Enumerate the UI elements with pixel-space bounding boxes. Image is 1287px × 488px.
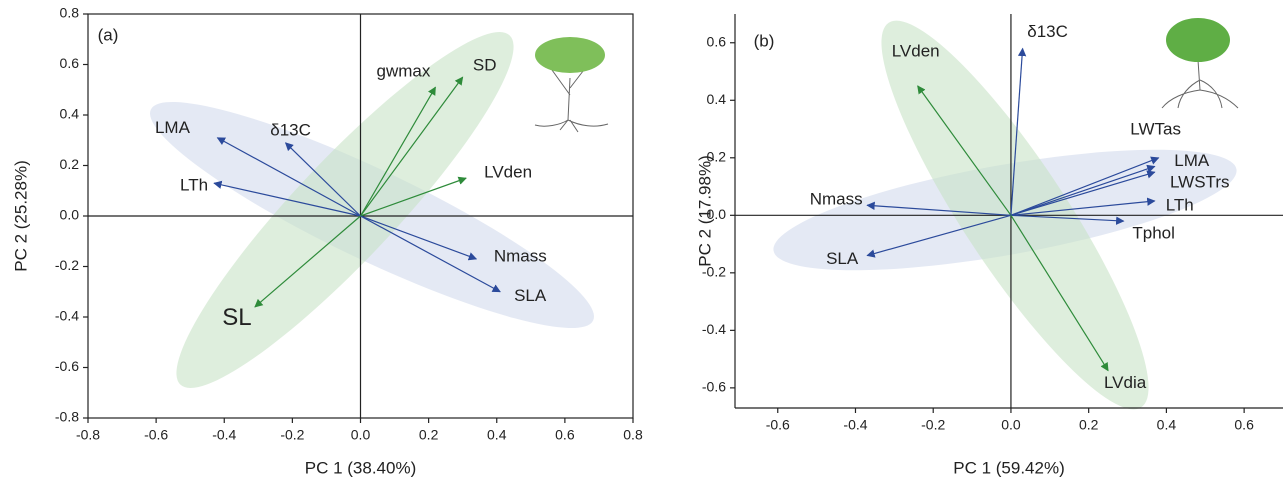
loading-arrow bbox=[866, 214, 1012, 258]
loading-label: LWTas bbox=[1130, 119, 1181, 138]
x-tick-label: 0.0 bbox=[1001, 417, 1021, 433]
y-tick-label: 0.0 bbox=[60, 207, 80, 223]
loading-label: Nmass bbox=[810, 190, 863, 209]
loading-arrow bbox=[1010, 214, 1125, 225]
y-tick-label: 0.0 bbox=[707, 206, 727, 222]
loading-arrow bbox=[1010, 164, 1156, 216]
loading-arrow bbox=[1010, 156, 1160, 216]
x-tick-label: -0.8 bbox=[76, 427, 100, 443]
y-tick-label: 0.4 bbox=[60, 106, 80, 122]
loading-arrow bbox=[1010, 197, 1156, 216]
y-axis-label: PC 2 (17.98%) bbox=[695, 155, 714, 267]
y-tick-label: 0.6 bbox=[60, 55, 80, 71]
loading-arrow bbox=[360, 176, 467, 217]
y-tick-label: -0.6 bbox=[55, 358, 79, 374]
loading-label: LMA bbox=[1174, 151, 1210, 170]
loading-label: LWSTrs bbox=[1170, 173, 1230, 192]
loading-label: SL bbox=[222, 304, 251, 331]
x-tick-label: 0.6 bbox=[1234, 417, 1254, 433]
loading-arrow bbox=[917, 85, 1012, 216]
loading-arrow bbox=[216, 137, 361, 217]
loading-label: LTh bbox=[180, 176, 208, 195]
loading-arrow bbox=[284, 142, 361, 217]
x-axis-label: PC 1 (59.42%) bbox=[953, 458, 1065, 477]
loading-label: Tphol bbox=[1132, 224, 1175, 243]
loading-arrow bbox=[1010, 47, 1027, 216]
x-tick-label: 0.4 bbox=[487, 427, 507, 443]
loading-arrow bbox=[359, 86, 436, 217]
x-tick-label: -0.6 bbox=[766, 417, 790, 433]
loading-label: SD bbox=[473, 56, 497, 75]
x-tick-label: 0.2 bbox=[419, 427, 439, 443]
loading-label: SLA bbox=[514, 286, 547, 305]
loading-label: δ13C bbox=[270, 120, 311, 139]
y-tick-label: -0.4 bbox=[702, 321, 726, 337]
x-tick-label: 0.4 bbox=[1157, 417, 1177, 433]
tree-icon bbox=[534, 37, 609, 133]
y-tick-label: 0.6 bbox=[707, 33, 727, 49]
x-tick-label: 0.0 bbox=[351, 427, 371, 443]
y-tick-label: -0.4 bbox=[55, 308, 79, 324]
y-tick-label: 0.2 bbox=[707, 148, 727, 164]
x-axis-label: PC 1 (38.40%) bbox=[305, 458, 417, 477]
x-tick-label: -0.6 bbox=[144, 427, 168, 443]
loading-arrow bbox=[1010, 214, 1109, 372]
panel-label: (a) bbox=[98, 25, 119, 44]
loading-arrow bbox=[360, 215, 501, 293]
loading-label: gwmax bbox=[377, 62, 431, 81]
loading-label: Nmass bbox=[494, 246, 547, 265]
loading-label: SLA bbox=[826, 249, 859, 268]
ellipses bbox=[150, 20, 1237, 410]
y-tick-label: 0.2 bbox=[60, 156, 80, 172]
loading-arrow bbox=[360, 215, 478, 261]
loading-arrow bbox=[213, 180, 361, 217]
y-tick-label: -0.6 bbox=[702, 379, 726, 395]
loading-arrow bbox=[1010, 170, 1156, 216]
x-tick-label: -0.4 bbox=[843, 417, 867, 433]
y-tick-label: -0.2 bbox=[702, 264, 726, 280]
loading-arrow bbox=[360, 76, 464, 217]
x-tick-label: 0.8 bbox=[623, 427, 643, 443]
x-tick-label: -0.2 bbox=[280, 427, 304, 443]
loading-label: LTh bbox=[1166, 195, 1194, 214]
loading-label: δ13C bbox=[1027, 22, 1068, 41]
x-tick-label: -0.2 bbox=[921, 417, 945, 433]
y-tick-label: 0.4 bbox=[707, 91, 727, 107]
y-axis-label: PC 2 (25.28%) bbox=[11, 160, 30, 272]
y-tick-label: -0.8 bbox=[55, 409, 79, 425]
x-tick-label: 0.2 bbox=[1079, 417, 1099, 433]
x-tick-label: -0.4 bbox=[212, 427, 236, 443]
tree-icon bbox=[1161, 18, 1239, 109]
loading-label: LVdia bbox=[1104, 373, 1147, 392]
loading-label: LVden bbox=[892, 41, 940, 60]
loading-arrow bbox=[866, 201, 1011, 216]
loading-label: LMA bbox=[155, 118, 191, 137]
x-tick-label: 0.6 bbox=[555, 427, 575, 443]
y-tick-label: 0.8 bbox=[60, 5, 80, 21]
loading-arrow bbox=[254, 215, 361, 308]
panel-label: (b) bbox=[754, 31, 775, 50]
y-tick-label: -0.2 bbox=[55, 257, 79, 273]
loading-label: LVden bbox=[484, 163, 532, 182]
